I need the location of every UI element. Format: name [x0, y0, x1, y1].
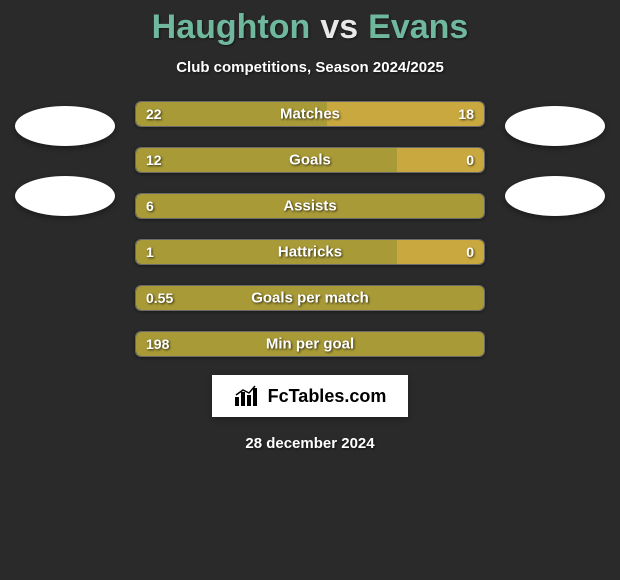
stat-value-left: 12 — [146, 152, 162, 168]
logo-box: FcTables.com — [212, 375, 409, 417]
stat-row: 0.55 Goals per match — [135, 285, 485, 311]
player1-photo-bottom — [15, 176, 115, 216]
left-photo-column — [15, 101, 115, 216]
player2-photo-top — [505, 106, 605, 146]
stat-label: Min per goal — [266, 336, 354, 353]
stat-label: Goals per match — [251, 290, 369, 307]
title-row: Haughton vs Evans — [152, 8, 469, 47]
stat-label: Matches — [280, 106, 340, 123]
stat-row: 12 0 Goals — [135, 147, 485, 173]
stat-bar-left — [136, 240, 397, 264]
stat-row: 198 Min per goal — [135, 331, 485, 357]
stat-value-right: 0 — [466, 152, 474, 168]
stat-row: 22 18 Matches — [135, 101, 485, 127]
stat-value-left: 198 — [146, 336, 169, 352]
stat-value-right: 0 — [466, 244, 474, 260]
stat-value-right: 18 — [458, 106, 474, 122]
main-area: 22 18 Matches 12 0 Goals 6 Assists 1 0 Hattricks 0.… — [0, 101, 620, 357]
player2-name: Evans — [368, 8, 468, 47]
stat-label: Goals — [289, 152, 331, 169]
stat-label: Assists — [283, 198, 336, 215]
stat-row: 6 Assists — [135, 193, 485, 219]
stats-bars-column: 22 18 Matches 12 0 Goals 6 Assists 1 0 Hattricks 0.… — [135, 101, 485, 357]
date-text: 28 december 2024 — [245, 435, 374, 452]
vs-label: vs — [320, 8, 358, 47]
stat-label: Hattricks — [278, 244, 342, 261]
stat-value-left: 6 — [146, 198, 154, 214]
right-photo-column — [505, 101, 605, 216]
bars-chart-icon — [234, 385, 260, 407]
stat-value-left: 22 — [146, 106, 162, 122]
infographic-container: Haughton vs Evans Club competitions, Sea… — [0, 0, 620, 580]
player2-photo-bottom — [505, 176, 605, 216]
stat-bar-left — [136, 148, 397, 172]
subtitle: Club competitions, Season 2024/2025 — [176, 59, 444, 76]
stat-row: 1 0 Hattricks — [135, 239, 485, 265]
player1-name: Haughton — [152, 8, 311, 47]
logo-text: FcTables.com — [268, 386, 387, 407]
stat-value-left: 1 — [146, 244, 154, 260]
player1-photo-top — [15, 106, 115, 146]
stat-value-left: 0.55 — [146, 290, 173, 306]
